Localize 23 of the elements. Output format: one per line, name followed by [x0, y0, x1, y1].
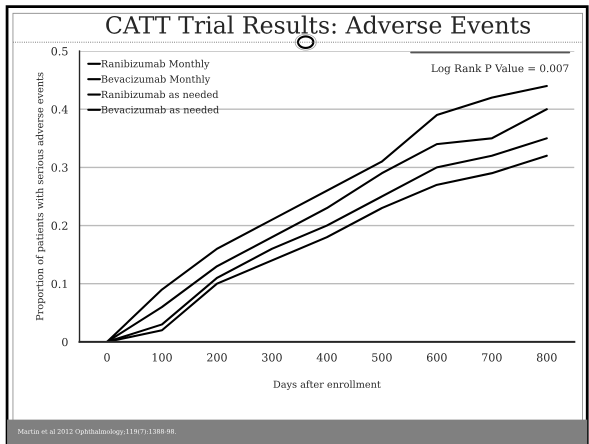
x-tick-label: 300 [262, 353, 282, 362]
x-axis-title: Days after enrollment [274, 380, 381, 390]
y-tick-label: 0.5 [51, 47, 68, 56]
y-axis-title: Proportion of patients with serious adverse events [36, 72, 46, 320]
chart-title: CATT Trial Results: Adverse Events [106, 16, 530, 34]
x-tick-label: 700 [482, 353, 502, 362]
x-tick-label: 0 [104, 353, 110, 362]
legend-label: Bevacizumab as needed [101, 106, 219, 114]
y-tick-label: 0.1 [51, 280, 67, 288]
y-tick-label: 0.3 [51, 163, 68, 172]
y-tick-label: 0.2 [51, 222, 68, 230]
x-tick-label: 100 [152, 353, 172, 362]
legend-label: Ranibizumab as needed [101, 90, 218, 98]
x-tick-label: 800 [536, 353, 557, 362]
x-tick-label: 200 [207, 353, 227, 362]
legend-label: Bevacizumab Monthly [101, 75, 210, 85]
y-tick-label: 0.4 [51, 105, 68, 114]
x-tick-label: 500 [372, 353, 392, 362]
y-tick-label: 0 [62, 338, 68, 346]
x-tick-label: 400 [316, 353, 337, 362]
legend-label: Ranibizumab Monthly [101, 60, 210, 70]
annotation: Log Rank P Value = 0.007 [432, 64, 568, 74]
x-tick-label: 600 [426, 353, 447, 362]
